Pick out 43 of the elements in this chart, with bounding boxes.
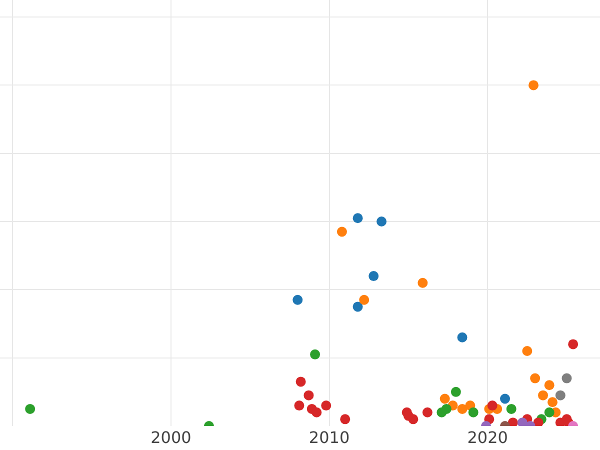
x-tick-label: 2020 — [467, 428, 508, 447]
point — [538, 390, 548, 400]
point — [568, 339, 578, 350]
point — [376, 216, 387, 227]
point — [522, 346, 532, 356]
point — [368, 271, 379, 282]
point — [457, 332, 468, 342]
point — [321, 400, 332, 411]
point — [533, 418, 544, 426]
point — [530, 373, 540, 384]
point — [544, 407, 554, 418]
point — [500, 394, 510, 404]
x-tick-label: 2010 — [308, 428, 350, 447]
x-tick-label: 2000 — [150, 428, 192, 447]
point — [441, 404, 452, 414]
point — [562, 373, 572, 384]
point — [422, 407, 432, 418]
point — [457, 404, 468, 414]
point — [517, 418, 528, 426]
point — [548, 397, 558, 408]
point — [544, 380, 554, 390]
point — [555, 390, 566, 400]
point — [312, 407, 322, 418]
point — [292, 294, 303, 305]
point — [294, 400, 304, 411]
point — [352, 213, 363, 224]
point — [310, 349, 320, 360]
point — [506, 404, 516, 414]
point — [418, 278, 428, 288]
point — [528, 80, 539, 90]
point — [487, 400, 498, 411]
point — [340, 414, 350, 424]
point — [440, 394, 450, 404]
point — [304, 390, 314, 400]
point — [508, 418, 518, 426]
point — [359, 294, 370, 305]
point — [468, 407, 478, 418]
point — [336, 226, 347, 237]
point — [296, 376, 306, 387]
point — [352, 302, 363, 312]
point — [403, 410, 414, 421]
point — [450, 386, 461, 397]
point — [25, 404, 36, 414]
